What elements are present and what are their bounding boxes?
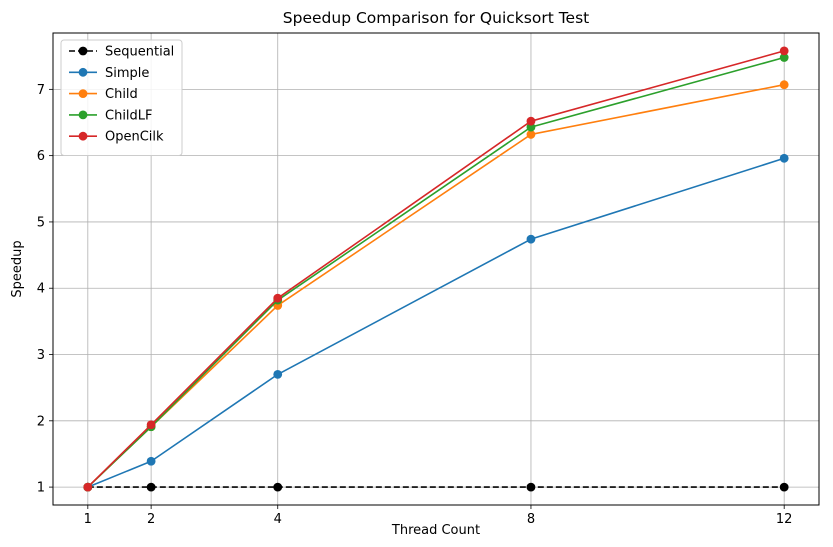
x-axis-label: Thread Count bbox=[391, 523, 480, 538]
y-tick-label: 3 bbox=[37, 348, 45, 363]
x-tick-label: 4 bbox=[274, 512, 282, 527]
x-tick-label: 2 bbox=[147, 512, 155, 527]
data-point bbox=[779, 53, 789, 62]
legend-label: OpenCilk bbox=[105, 130, 164, 145]
data-point bbox=[273, 293, 283, 303]
legend-item: ChildLF bbox=[69, 108, 153, 123]
legend-swatch-marker bbox=[78, 67, 88, 77]
legend-item: Child bbox=[69, 87, 138, 102]
x-tick-label: 8 bbox=[527, 512, 535, 527]
data-point bbox=[526, 482, 536, 492]
legend-item: OpenCilk bbox=[69, 130, 164, 145]
data-point bbox=[526, 234, 536, 244]
data-point bbox=[83, 482, 93, 492]
data-point bbox=[779, 46, 789, 56]
legend-label: ChildLF bbox=[105, 108, 153, 123]
legend-swatch-marker bbox=[78, 131, 88, 141]
x-tick-label: 1 bbox=[84, 512, 92, 527]
legend-item: Sequential bbox=[69, 45, 174, 60]
legend-label: Simple bbox=[105, 66, 149, 81]
chart-title: Speedup Comparison for Quicksort Test bbox=[283, 9, 589, 27]
data-point bbox=[779, 80, 789, 90]
data-point bbox=[526, 116, 536, 126]
legend: Sequential Simple Child ChildLF OpenCilk bbox=[60, 39, 183, 156]
data-point bbox=[779, 153, 789, 163]
series-opencilk bbox=[83, 46, 789, 492]
plot-frame bbox=[52, 32, 820, 506]
series-lines bbox=[83, 46, 789, 492]
legend-swatch-marker bbox=[78, 110, 88, 120]
legend-label: Sequential bbox=[105, 45, 174, 60]
x-tick-label: 12 bbox=[776, 512, 793, 527]
series-simple bbox=[83, 153, 789, 492]
legend-item: Simple bbox=[69, 66, 149, 81]
y-tick-label: 6 bbox=[37, 149, 45, 164]
data-point bbox=[146, 456, 156, 466]
legend-label: Child bbox=[105, 87, 138, 102]
grid-lines bbox=[53, 33, 819, 505]
y-axis-label: Speedup bbox=[10, 240, 25, 297]
y-tick-label: 2 bbox=[37, 414, 45, 429]
legend-swatch-marker bbox=[78, 89, 88, 98]
legend-swatch-marker bbox=[78, 46, 88, 56]
y-tick-label: 7 bbox=[37, 83, 45, 98]
data-point bbox=[146, 482, 156, 492]
data-point bbox=[526, 130, 536, 139]
data-point bbox=[273, 370, 283, 379]
data-point bbox=[779, 482, 789, 492]
legend-box bbox=[60, 39, 183, 156]
y-tick-label: 1 bbox=[37, 481, 45, 496]
y-tick-label: 5 bbox=[37, 215, 45, 230]
data-point bbox=[273, 482, 283, 492]
data-point bbox=[146, 420, 156, 430]
y-tick-label: 4 bbox=[37, 282, 45, 297]
